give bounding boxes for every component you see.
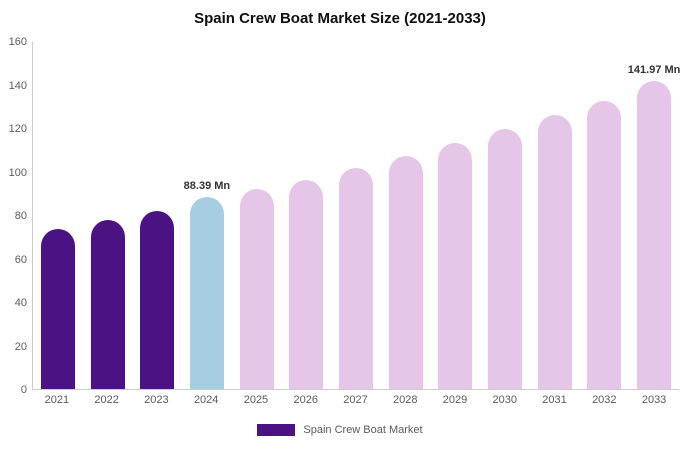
bar-2031: [537, 114, 572, 389]
bar-column-2030: [480, 42, 530, 389]
bar-2030: [488, 128, 523, 389]
x-tick-label: 2021: [44, 394, 70, 406]
bar-2024: [189, 197, 224, 389]
legend-swatch: [257, 424, 296, 436]
y-tick-label: 0: [20, 384, 27, 396]
bar-2032: [587, 100, 622, 389]
bar-2027: [338, 167, 373, 389]
bar-2022: [90, 219, 125, 389]
x-tick-label: 2026: [293, 394, 318, 406]
bar-column-2022: [83, 42, 133, 389]
y-tick-label: 40: [14, 297, 27, 309]
y-axis: 0 20 40 60 80 100 120 140 160: [0, 36, 27, 396]
bar-2033: [637, 81, 672, 389]
bar-column-2023: [132, 42, 182, 389]
x-tick-label: 2027: [343, 394, 368, 406]
bar-column-2021: [33, 42, 83, 389]
legend: Spain Crew Boat Market: [0, 424, 680, 436]
bar-2021: [40, 228, 75, 389]
bar-column-2025: [232, 42, 282, 389]
bar-2028: [388, 155, 423, 389]
y-tick-label: 140: [8, 79, 27, 92]
bar-column-2029: [431, 42, 481, 389]
x-tick-label: 2022: [94, 394, 119, 406]
plot-area: 88.39 Mn 141.97 Mn: [32, 42, 680, 390]
x-tick-label: 2029: [442, 394, 468, 406]
bar-2029: [438, 142, 473, 389]
x-tick-label: 2031: [542, 394, 567, 406]
y-tick-label: 60: [14, 253, 27, 266]
bar-column-2031: [530, 42, 580, 389]
legend-label: Spain Crew Boat Market: [303, 424, 423, 436]
bar-column-2024: 88.39 Mn: [182, 42, 232, 389]
y-tick-label: 80: [14, 210, 27, 222]
x-tick-label: 2030: [492, 394, 518, 406]
bar-2023: [140, 211, 175, 389]
bar-2026: [289, 179, 324, 389]
bar-column-2032: [580, 42, 630, 389]
x-tick-label: 2028: [393, 394, 418, 406]
y-tick-label: 120: [8, 123, 27, 135]
bar-column-2028: [381, 42, 431, 389]
x-axis: 2021 2022 2023 2024 2025 2026 2027 2028 2029 2030…: [32, 394, 679, 408]
bar-2025: [239, 189, 274, 389]
x-tick-label: 2024: [193, 394, 219, 406]
bar-value-label: 141.97 Mn: [627, 64, 680, 77]
bar-column-2026: [281, 42, 331, 389]
y-tick-label: 160: [8, 36, 27, 48]
y-tick-label: 20: [14, 340, 27, 353]
y-tick-label: 100: [8, 166, 27, 179]
bar-value-label: 88.39 Mn: [183, 180, 231, 193]
x-tick-label: 2023: [144, 394, 169, 406]
bar-column-2033: 141.97 Mn: [627, 42, 680, 389]
chart-title: Spain Crew Boat Market Size (2021-2033): [194, 10, 486, 27]
x-tick-label: 2025: [243, 394, 269, 406]
bar-column-2027: [331, 42, 381, 389]
x-tick-label: 2032: [592, 394, 617, 406]
x-tick-label: 2033: [641, 394, 667, 406]
